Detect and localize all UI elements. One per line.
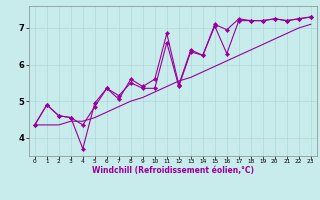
- X-axis label: Windchill (Refroidissement éolien,°C): Windchill (Refroidissement éolien,°C): [92, 166, 254, 175]
